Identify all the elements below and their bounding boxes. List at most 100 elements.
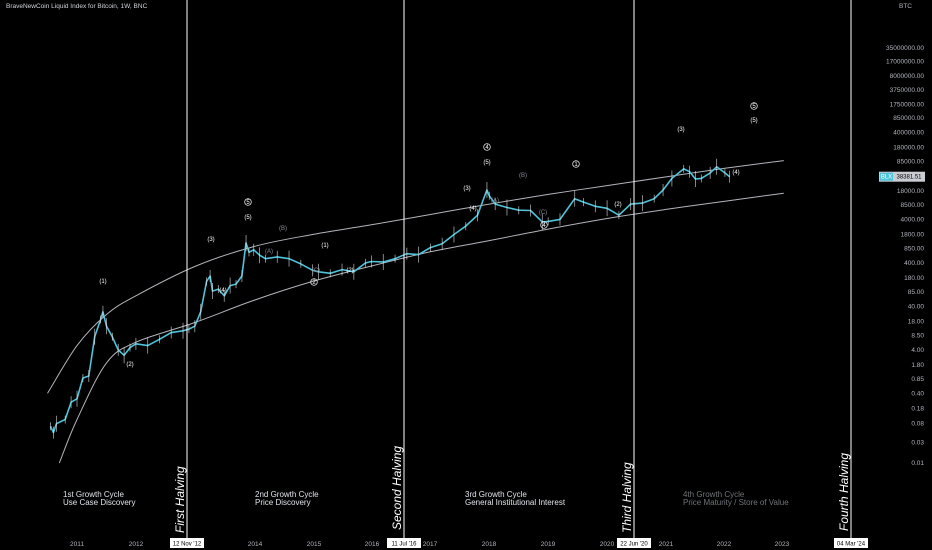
cycle-title: 2nd Growth Cycle bbox=[255, 490, 319, 499]
time-tick-label: 2016 bbox=[365, 541, 380, 548]
price-tick-label: 400.00 bbox=[904, 260, 924, 267]
wave-circle bbox=[572, 160, 580, 168]
price-tick-label: 17000000.00 bbox=[886, 59, 924, 66]
last-price-symbol: BLX bbox=[881, 175, 892, 181]
price-tick-label: 400000.00 bbox=[893, 129, 924, 136]
price-tick-label: 0.01 bbox=[911, 460, 924, 467]
growth-channel bbox=[47, 160, 784, 464]
halving-date-label: 12 Nov '12 bbox=[173, 542, 202, 548]
price-tick-label: 0.40 bbox=[911, 390, 924, 397]
wave-label: 5 bbox=[246, 200, 250, 206]
price-tick-label: 850.00 bbox=[904, 246, 924, 253]
time-tick-label: 2014 bbox=[248, 541, 263, 548]
price-line bbox=[49, 166, 731, 434]
price-tick-label: 40.00 bbox=[908, 303, 925, 310]
halving-label: Fourth Halving bbox=[837, 453, 851, 531]
halving-date-badge bbox=[170, 538, 204, 548]
cycle-title: 1st Growth Cycle bbox=[63, 490, 124, 499]
time-tick-label: 2021 bbox=[659, 541, 674, 548]
wave-label: (3) bbox=[677, 127, 684, 133]
price-tick-label: 18000.00 bbox=[897, 188, 924, 195]
cycle-subtitle: General Institutional Interest bbox=[465, 498, 566, 507]
wave-label: (2) bbox=[126, 362, 133, 368]
wave-label: (4) bbox=[219, 288, 226, 294]
price-tick-label: 180.00 bbox=[904, 275, 924, 282]
halving-lines: First Halving 12 Nov '12 Second Halving 11 … bbox=[170, 0, 868, 548]
last-price-symbol-bg bbox=[880, 172, 893, 181]
wave-circle bbox=[750, 102, 758, 110]
halving-label: Third Halving bbox=[620, 462, 634, 533]
wave-label: (C) bbox=[539, 210, 547, 216]
time-tick-label: 2017 bbox=[423, 541, 438, 548]
price-axis[interactable]: BTC 35000000.00 17000000.00 8000000.00 37500… bbox=[879, 3, 925, 467]
chart-title: BraveNewCoin Liquid Index for Bitcoin, 1… bbox=[6, 3, 148, 10]
time-tick-label: 2018 bbox=[482, 541, 497, 548]
halving-date-badge bbox=[387, 538, 421, 548]
price-tick-label: 35000000.00 bbox=[886, 45, 924, 52]
time-axis[interactable]: 2011 2012 2014 2015 2016 2017 2018 2019 2020 2021… bbox=[70, 541, 790, 548]
wave-label: (A) bbox=[265, 249, 273, 255]
time-tick-label: 2011 bbox=[70, 541, 84, 548]
price-tick-label: 850000.00 bbox=[893, 115, 924, 122]
price-tick-label: 0.08 bbox=[911, 421, 924, 428]
wave-label: (3) bbox=[463, 186, 470, 192]
wave-label: (2) bbox=[346, 268, 353, 274]
wave-label: (5) bbox=[244, 215, 251, 221]
wave-label: 2 bbox=[312, 280, 316, 286]
channel-upper-bound bbox=[47, 160, 784, 394]
time-tick-label: 2020 bbox=[600, 541, 615, 548]
cycle-subtitle: Price Maturity / Store of Value bbox=[683, 498, 789, 507]
wave-label: (4) bbox=[469, 206, 476, 212]
time-tick-label: 2015 bbox=[307, 541, 322, 548]
price-tick-label: 1750000.00 bbox=[890, 102, 925, 109]
wave-circle bbox=[540, 221, 548, 229]
price-tick-label: 8500.00 bbox=[901, 202, 925, 209]
channel-lower-bound bbox=[58, 192, 784, 464]
price-tick-label: 85000.00 bbox=[897, 159, 924, 166]
wave-label: (5) bbox=[483, 160, 490, 166]
time-tick-label: 2022 bbox=[717, 541, 732, 548]
time-tick-label: 2019 bbox=[541, 541, 556, 548]
wave-circle bbox=[483, 143, 491, 151]
price-tick-label: 0.85 bbox=[911, 376, 924, 383]
cycle-title: 3rd Growth Cycle bbox=[465, 490, 527, 499]
wave-label: (1) bbox=[321, 243, 328, 249]
wave-label: (C) bbox=[312, 268, 320, 274]
halving-label: Second Halving bbox=[390, 446, 404, 530]
halving-date-label: 11 Jul '16 bbox=[391, 542, 417, 548]
wave-label: (B) bbox=[279, 226, 287, 232]
price-tick-label: 18.00 bbox=[908, 318, 925, 325]
wave-label: (3) bbox=[207, 237, 214, 243]
halving-date-badge bbox=[617, 538, 651, 548]
price-tick-label: 8000000.00 bbox=[890, 73, 925, 80]
cycle-title: 4th Growth Cycle bbox=[683, 490, 745, 499]
wave-label: (2) bbox=[614, 202, 621, 208]
price-tick-label: 180000.00 bbox=[893, 145, 924, 152]
wave-label: (1) bbox=[99, 279, 106, 285]
halving-date-badge bbox=[834, 538, 868, 548]
wave-label: (A) bbox=[491, 198, 499, 204]
wave-label: (4) bbox=[732, 170, 739, 176]
price-tick-label: 4.00 bbox=[911, 347, 924, 354]
price-tick-label: 0.03 bbox=[911, 439, 924, 446]
cycle-subtitle: Price Discovery bbox=[255, 498, 311, 507]
wave-label: 5 bbox=[752, 104, 756, 110]
price-tick-label: 3750000.00 bbox=[890, 87, 925, 94]
wave-label: (B) bbox=[519, 173, 527, 179]
wave-label: 4 bbox=[542, 223, 546, 229]
time-tick-label: 2023 bbox=[775, 541, 790, 548]
cycle-subtitle: Use Case Discovery bbox=[63, 498, 135, 507]
price-tick-label: 8.50 bbox=[911, 333, 924, 340]
time-tick-label: 2012 bbox=[129, 541, 144, 548]
price-tick-label: 4000.00 bbox=[901, 216, 925, 223]
price-tick-label: 1800.00 bbox=[901, 231, 925, 238]
halving-date-label: 22 Jun '20 bbox=[620, 542, 648, 548]
halving-date-label: 04 Mar '24 bbox=[837, 542, 866, 548]
price-currency-label: BTC bbox=[899, 3, 912, 10]
wave-circle bbox=[310, 278, 318, 286]
price-series bbox=[49, 158, 731, 439]
wave-label: 4 bbox=[485, 145, 489, 151]
last-price-badge bbox=[879, 171, 925, 182]
